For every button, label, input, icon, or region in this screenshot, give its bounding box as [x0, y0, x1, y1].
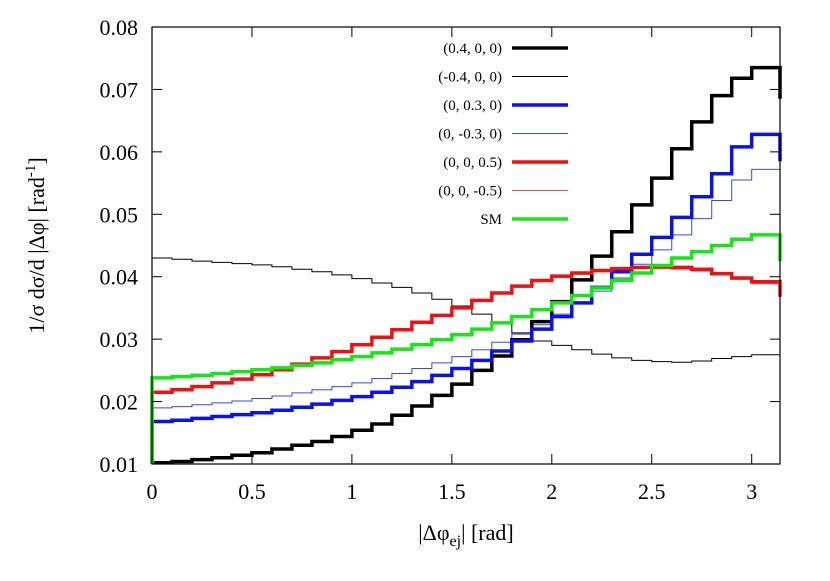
- x-axis-label-subscript: ej: [450, 533, 462, 550]
- x-axis-label-unit: | [rad]: [461, 520, 514, 545]
- x-tick-label: 0.5: [238, 479, 266, 504]
- series-line: [151, 168, 781, 464]
- x-tick-label: 3: [746, 479, 757, 504]
- x-tick-label: 2: [546, 479, 557, 504]
- legend-label: (0, 0, -0.5): [438, 184, 502, 200]
- x-axis-label-main: |Δφ: [418, 520, 449, 545]
- plot-frame: [151, 26, 781, 465]
- y-axis-label: 1/σ dσ/d |Δφ| [rad-1]: [23, 157, 49, 333]
- legend-label: (0.4, 0, 0): [443, 41, 502, 57]
- x-tick-label: 2.5: [638, 479, 666, 504]
- x-tick-label: 1: [346, 479, 357, 504]
- series-line: [151, 268, 781, 464]
- series-line: [151, 257, 781, 464]
- x-tick-label: 0: [147, 479, 158, 504]
- y-axis-label-superscript: -1: [23, 165, 39, 178]
- y-tick-label: 0.02: [100, 390, 139, 415]
- legend-label: (-0.4, 0, 0): [438, 70, 502, 86]
- legend-label: (0, 0.3, 0): [443, 98, 502, 114]
- series-line: [150, 132, 782, 464]
- x-tick-label: 1.5: [438, 479, 466, 504]
- legend: (0.4, 0, 0) (-0.4, 0, 0) (0, 0.3, 0) (0, -0…: [438, 41, 568, 228]
- y-tick-label: 0.03: [100, 327, 139, 352]
- legend-label: (0, 0, 0.5): [443, 155, 502, 171]
- y-axis-label-close: ]: [24, 157, 49, 164]
- y-tick-label: 0.05: [100, 202, 139, 227]
- y-tick-label: 0.01: [100, 452, 139, 477]
- legend-label: SM: [480, 212, 502, 228]
- legend-label: (0, -0.3, 0): [438, 127, 502, 143]
- x-axis-label: |Δφej| [rad]: [418, 520, 513, 550]
- series-line: [150, 233, 782, 464]
- series-line: [150, 264, 782, 464]
- y-tick-label: 0.06: [100, 140, 139, 165]
- y-tick-label: 0.04: [100, 265, 139, 290]
- y-tick-label: 0.08: [100, 15, 139, 40]
- ticks-layer: 0 0.5 1 1.5 2 2.5 3 0.01 0.02 0.03 0.04 0.05 0.06 0.0…: [100, 15, 780, 504]
- y-axis-label-main: 1/σ dσ/d |Δφ| [rad: [24, 177, 49, 334]
- y-tick-label: 0.07: [100, 77, 139, 102]
